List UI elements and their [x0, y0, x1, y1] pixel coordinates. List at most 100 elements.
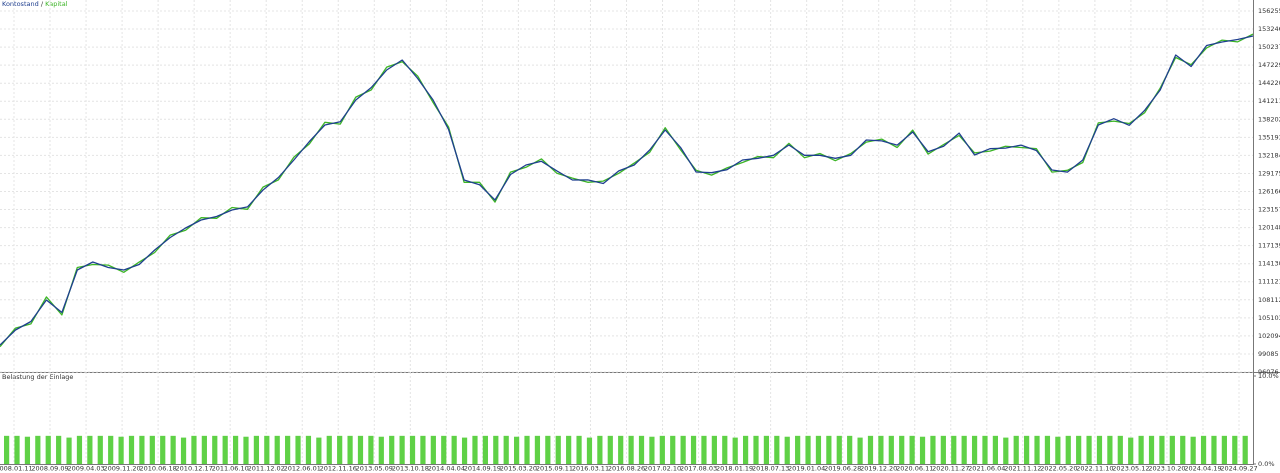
load-bar — [222, 435, 228, 464]
load-bar — [35, 435, 41, 464]
load-bar — [420, 435, 426, 464]
load-bar — [180, 437, 187, 464]
x-tick-label: 2015.03.20 — [500, 465, 537, 473]
x-tick-label: 2017.02.10 — [644, 465, 681, 473]
load-bar — [97, 435, 103, 464]
load-bar — [139, 435, 145, 464]
load-bar — [451, 435, 457, 464]
x-tick-label: 2019.06.28 — [824, 465, 861, 473]
y-tick-label: 0.0% — [1258, 460, 1275, 468]
load-bar — [670, 435, 676, 464]
load-bar — [409, 435, 416, 464]
load-bar — [1096, 435, 1103, 464]
y-tick-label: 126166 — [1258, 187, 1280, 195]
load-bar — [1180, 435, 1186, 464]
x-tick-label: 2022.11.10 — [1076, 465, 1113, 473]
load-bar — [264, 435, 270, 464]
legend: Kontostand / Kapital — [2, 0, 68, 8]
load-bar — [1076, 435, 1082, 464]
x-tick-label: 2008.09.09 — [31, 465, 68, 473]
x-tick-label: 2009.04.03 — [67, 465, 104, 473]
load-bar — [805, 435, 811, 464]
load-bar — [753, 435, 759, 464]
load-bar — [742, 435, 749, 464]
x-tick-label: 2012.11.16 — [320, 465, 357, 473]
x-tick-label: 2011.06.10 — [212, 465, 249, 473]
load-bar — [108, 435, 114, 464]
y-tick-label: 144220 — [1258, 79, 1280, 87]
load-bar — [1013, 435, 1019, 464]
load-bar — [680, 435, 686, 464]
load-bar — [711, 435, 717, 464]
balance-line — [0, 35, 1254, 346]
load-bar — [971, 435, 978, 464]
load-bar — [1200, 435, 1207, 464]
load-bar — [992, 435, 998, 464]
legend-balance: Kontostand — [2, 0, 39, 8]
x-tick-label: 2023.10.20 — [1148, 465, 1185, 473]
x-tick-label: 2014.09.19 — [464, 465, 501, 473]
x-tick-label: 2024.04.19 — [1184, 465, 1221, 473]
load-bar — [347, 435, 353, 464]
x-tick-label: 2013.05.09 — [356, 465, 393, 473]
y-tick-label: 129175 — [1258, 169, 1280, 177]
load-bar — [357, 435, 364, 464]
load-bar — [1065, 435, 1071, 464]
x-tick-label: 2017.08.03 — [680, 465, 717, 473]
x-tick-label: 2021.06.04 — [968, 465, 1005, 473]
load-bar — [878, 435, 884, 464]
y-tick-label: 114130 — [1258, 260, 1280, 268]
load-bar — [659, 435, 665, 464]
x-tick-label: 2019.12.20 — [860, 465, 897, 473]
x-tick-label: 2013.10.18 — [392, 465, 429, 473]
x-tick-label: 2014.04.04 — [428, 465, 465, 473]
load-bar — [1232, 435, 1238, 464]
load-bar — [649, 436, 655, 464]
load-bar — [566, 435, 572, 464]
load-bar — [1190, 436, 1196, 464]
load-bar — [149, 435, 155, 464]
load-bar — [867, 435, 874, 464]
x-tick-label: 2010.06.18 — [140, 465, 177, 473]
load-bar — [1169, 435, 1175, 464]
load-bar — [784, 436, 790, 464]
y-tick-label: 120148 — [1258, 224, 1280, 232]
load-bar — [430, 435, 436, 464]
y-tick-label: 138202 — [1258, 115, 1280, 123]
load-bar — [1086, 435, 1092, 464]
y-tick-label: 99085 — [1258, 350, 1279, 358]
load-bar — [160, 435, 166, 464]
load-bar — [774, 435, 780, 464]
x-tick-label: 2023.05.12 — [1112, 465, 1149, 473]
x-tick-label: 2020.06.11 — [896, 465, 933, 473]
load-bar — [170, 435, 176, 464]
load-bar — [1055, 436, 1061, 464]
load-bar — [524, 435, 530, 464]
load-bar — [24, 436, 31, 464]
load-bar — [1159, 435, 1165, 464]
x-tick-label: 2008.01.11 — [0, 465, 33, 473]
x-tick-label: 2016.08.26 — [608, 465, 645, 473]
load-bar — [555, 435, 561, 464]
load-bar — [326, 435, 332, 464]
load-bar — [982, 435, 988, 464]
load-bar — [909, 435, 915, 464]
load-bar — [66, 437, 72, 464]
load-bar — [1148, 435, 1155, 464]
x-tick-label: 2024.09.27 — [1220, 465, 1257, 473]
load-bar — [493, 435, 499, 464]
load-bar — [201, 435, 207, 464]
load-bar — [76, 435, 83, 464]
load-bar — [253, 435, 260, 464]
load-bar — [316, 437, 322, 464]
load-bar — [1221, 435, 1227, 464]
y-tick-label: 147229 — [1258, 61, 1280, 69]
y-tick-label: 108112 — [1258, 296, 1280, 304]
load-bar — [4, 435, 10, 464]
load-bar — [472, 435, 478, 464]
load-bar — [763, 435, 770, 464]
